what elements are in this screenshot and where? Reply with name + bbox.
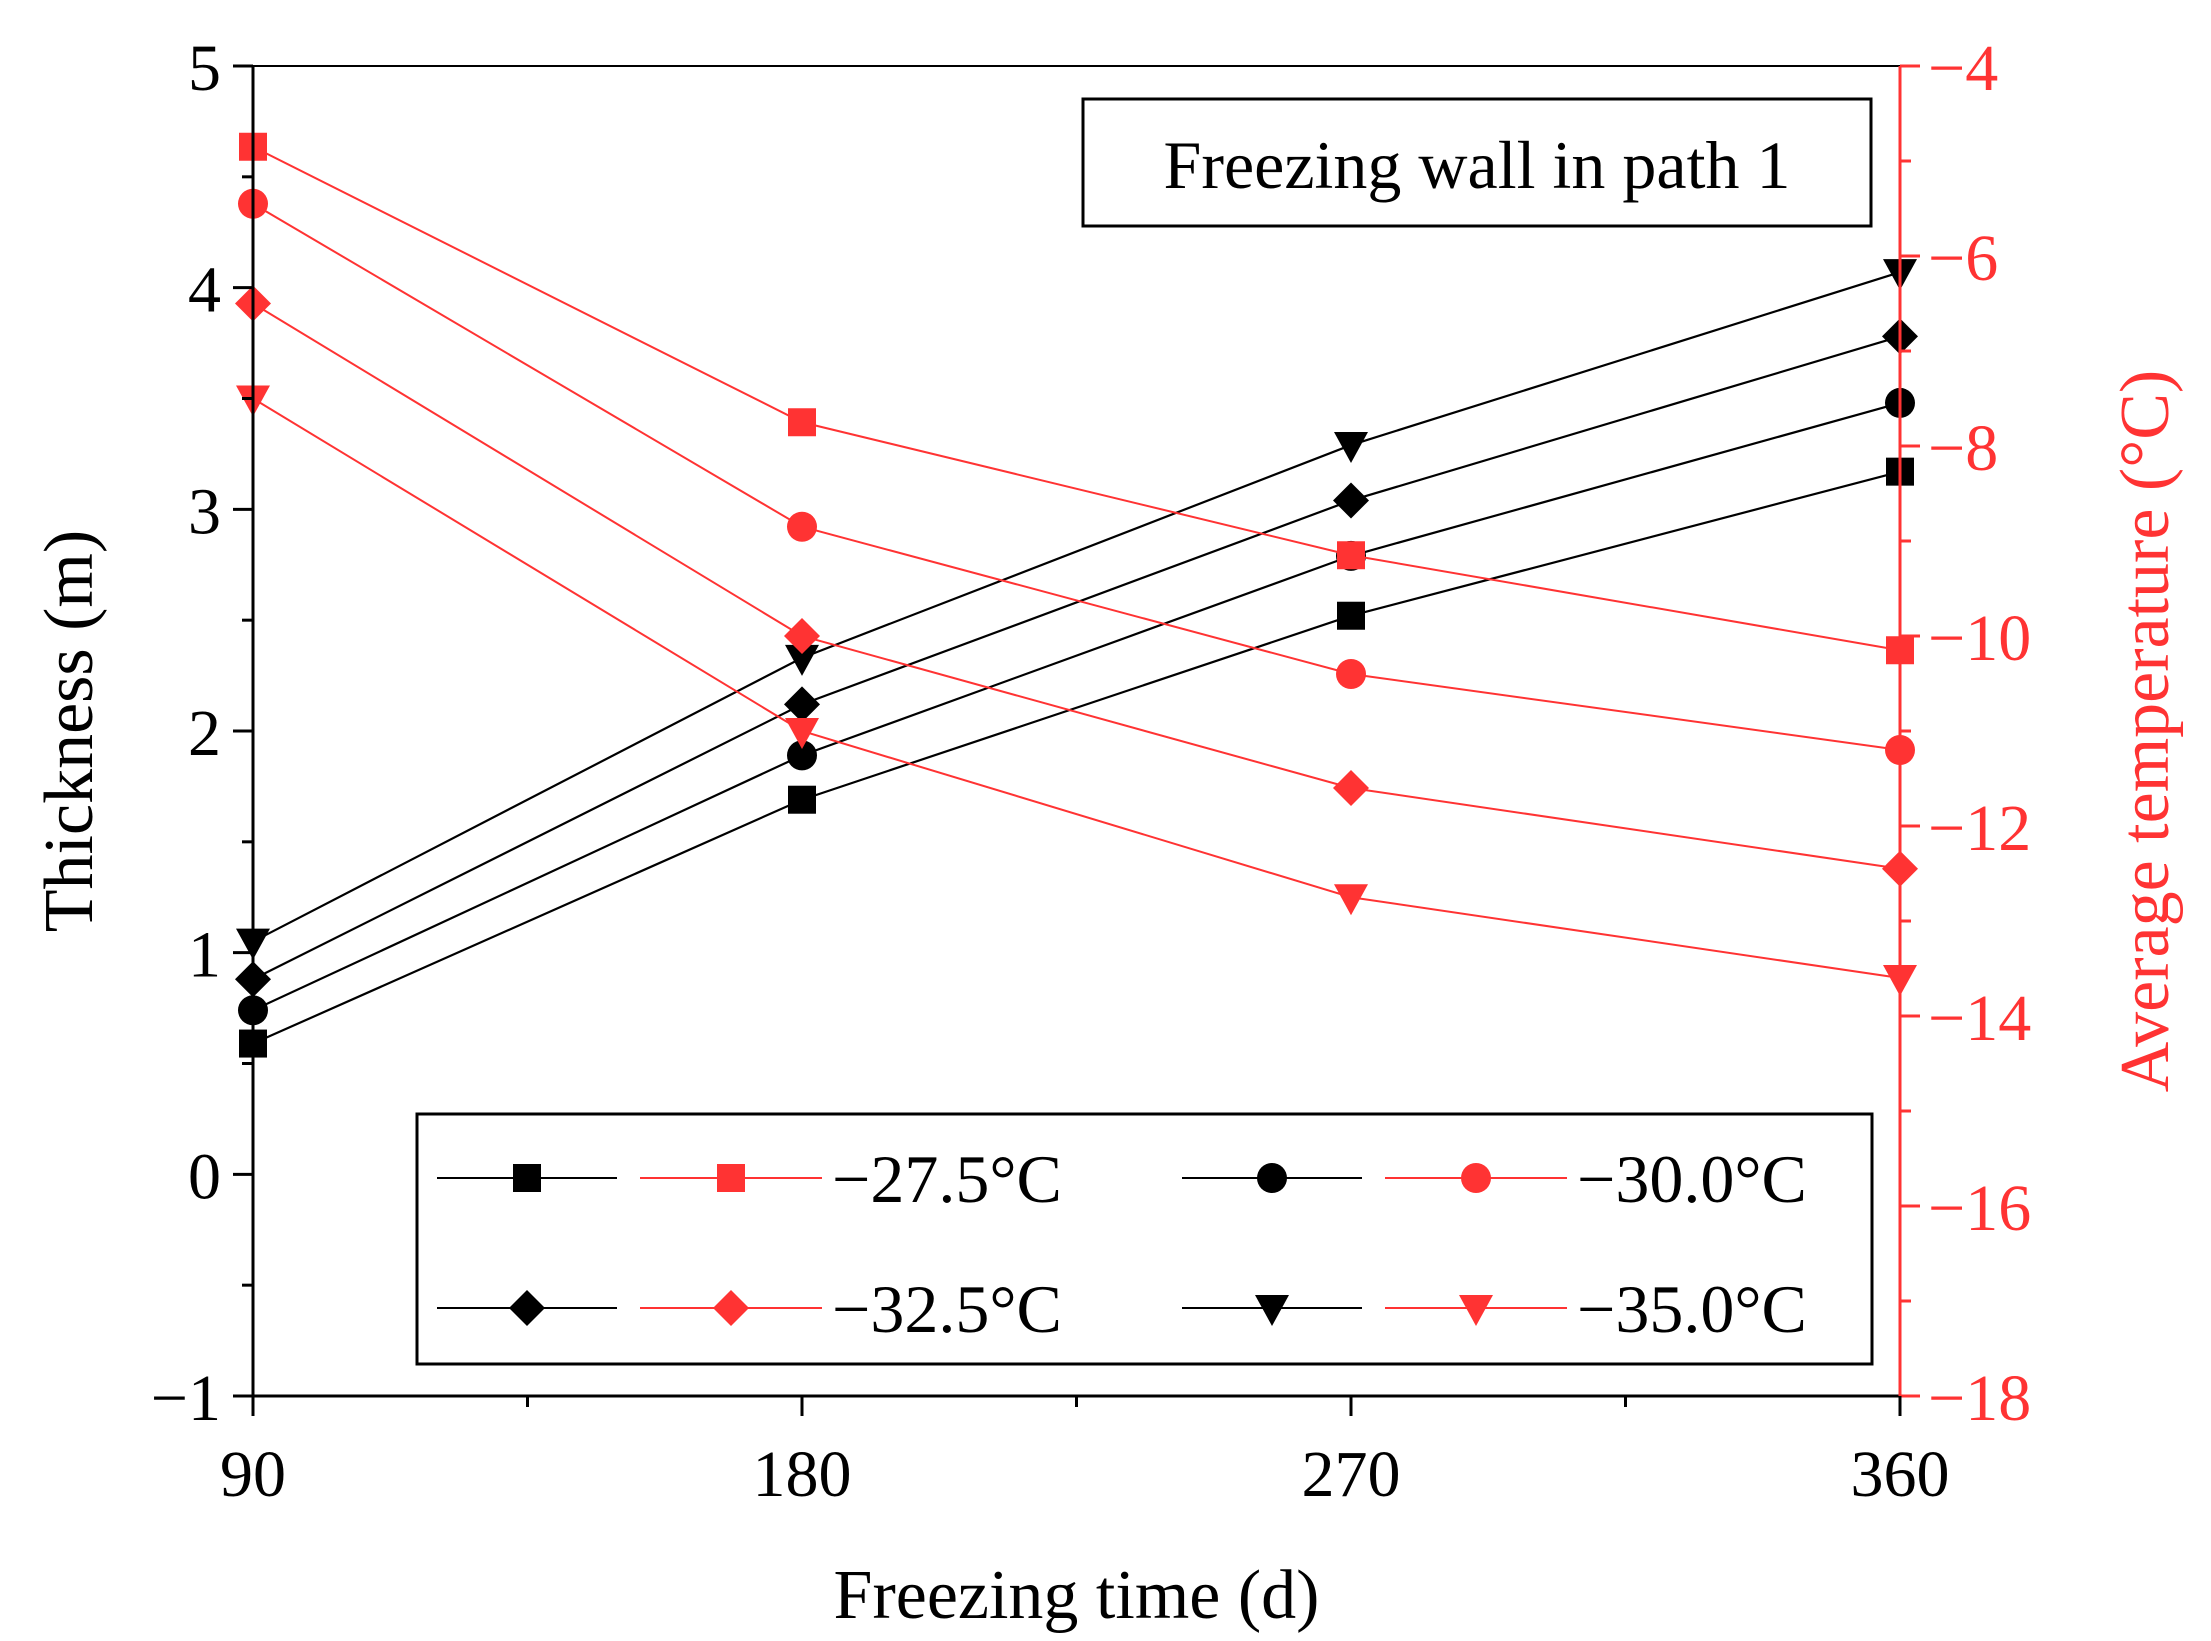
data-point-temperature-6-1 (784, 618, 820, 654)
y-tick-label-6: 5 (188, 32, 221, 105)
series-thickness-2 (235, 318, 1918, 998)
y-tick-label-3: 2 (188, 697, 221, 770)
y2-tick-label-2: −14 (1928, 982, 2031, 1055)
y-axis-title: Thickness (m) (31, 530, 108, 932)
y2-tick-label-6: −6 (1928, 222, 1998, 295)
legend-item-0: −27.5°C (437, 1141, 1062, 1217)
y2-tick-label-5: −8 (1928, 412, 1998, 485)
series-temperature-7 (236, 385, 1917, 996)
data-point-thickness-2-1 (784, 686, 820, 723)
series-line-thickness-3 (252, 271, 1901, 943)
y-tick-label-1: 0 (188, 1140, 221, 1213)
legend-marker-thickness-2 (509, 1290, 545, 1326)
annotation-text: Freezing wall in path 1 (1164, 127, 1791, 203)
legend-marker-thickness-0 (513, 1164, 541, 1192)
data-point-thickness-0-1 (788, 785, 816, 814)
x-axis-title: Freezing time (d) (834, 1557, 1320, 1634)
data-point-thickness-1-1 (787, 740, 817, 771)
y-tick-label-4: 3 (188, 475, 221, 548)
data-point-temperature-6-2 (1333, 770, 1369, 806)
legend-marker-temperature-1 (1461, 1163, 1491, 1193)
y2-tick-label-7: −4 (1928, 32, 1998, 105)
legend-item-3: −35.0°C (1182, 1271, 1807, 1347)
series-line-thickness-1 (252, 401, 1901, 1012)
data-point-temperature-5-1 (787, 511, 817, 542)
series-line-temperature-5 (252, 202, 1901, 751)
legend-label-3: −35.0°C (1577, 1271, 1807, 1347)
y2-axis-title: Average temperature (°C) (2107, 370, 2184, 1092)
series-temperature-6 (235, 285, 1918, 887)
y2-tick-label-0: −18 (1928, 1362, 2031, 1435)
x-tick-label-3: 360 (1851, 1438, 1950, 1511)
series-thickness-0 (239, 457, 1914, 1058)
legend-marker-temperature-0 (717, 1164, 745, 1192)
x-tick-label-2: 270 (1302, 1438, 1401, 1511)
y-tick-label-5: 4 (188, 254, 221, 327)
series-line-thickness-0 (252, 470, 1901, 1045)
data-point-temperature-5-2 (1336, 659, 1366, 689)
y2-tick-label-4: −10 (1928, 602, 2031, 675)
y-tick-label-2: 1 (188, 919, 221, 992)
plot-area (235, 132, 1918, 1058)
legend: −27.5°C −30.0°C −32.5°C −35.0°C (415, 1112, 1874, 1366)
legend-label-0: −27.5°C (832, 1141, 1062, 1217)
legend-item-1: −30.0°C (1182, 1141, 1807, 1217)
y2-tick-label-1: −16 (1928, 1172, 2031, 1245)
y2-tick-label-3: −12 (1928, 792, 2031, 865)
series-line-temperature-7 (252, 397, 1901, 979)
legend-label-1: −30.0°C (1577, 1141, 1807, 1217)
x-tick-label-1: 180 (753, 1438, 852, 1511)
legend-marker-temperature-2 (713, 1290, 749, 1326)
legend-label-2: −32.5°C (832, 1271, 1062, 1347)
data-point-temperature-7-1 (785, 718, 819, 749)
annotation: Freezing wall in path 1 (1081, 97, 1873, 228)
x-tick-label-0: 90 (220, 1438, 286, 1511)
series-temperature-5 (238, 188, 1915, 765)
data-point-thickness-2-2 (1333, 482, 1369, 519)
legend-marker-thickness-1 (1257, 1163, 1287, 1193)
data-point-temperature-7-2 (1334, 884, 1368, 916)
series-line-temperature-6 (252, 302, 1901, 870)
annotation-box (1081, 97, 1873, 228)
data-point-temperature-4-2 (1337, 541, 1365, 570)
legend-marker-thickness-3 (1255, 1295, 1289, 1326)
series-line-thickness-2 (252, 335, 1901, 981)
legend-marker-temperature-3 (1459, 1295, 1493, 1326)
data-point-thickness-3-2 (1334, 432, 1368, 464)
y-tick-label-0: −1 (151, 1362, 221, 1435)
legend-item-2: −32.5°C (437, 1271, 1062, 1347)
legend-box (415, 1112, 1874, 1366)
series-line-temperature-4 (252, 145, 1901, 652)
data-point-thickness-3-1 (785, 644, 819, 676)
data-point-thickness-0-2 (1337, 601, 1365, 630)
data-point-temperature-4-1 (788, 408, 816, 437)
